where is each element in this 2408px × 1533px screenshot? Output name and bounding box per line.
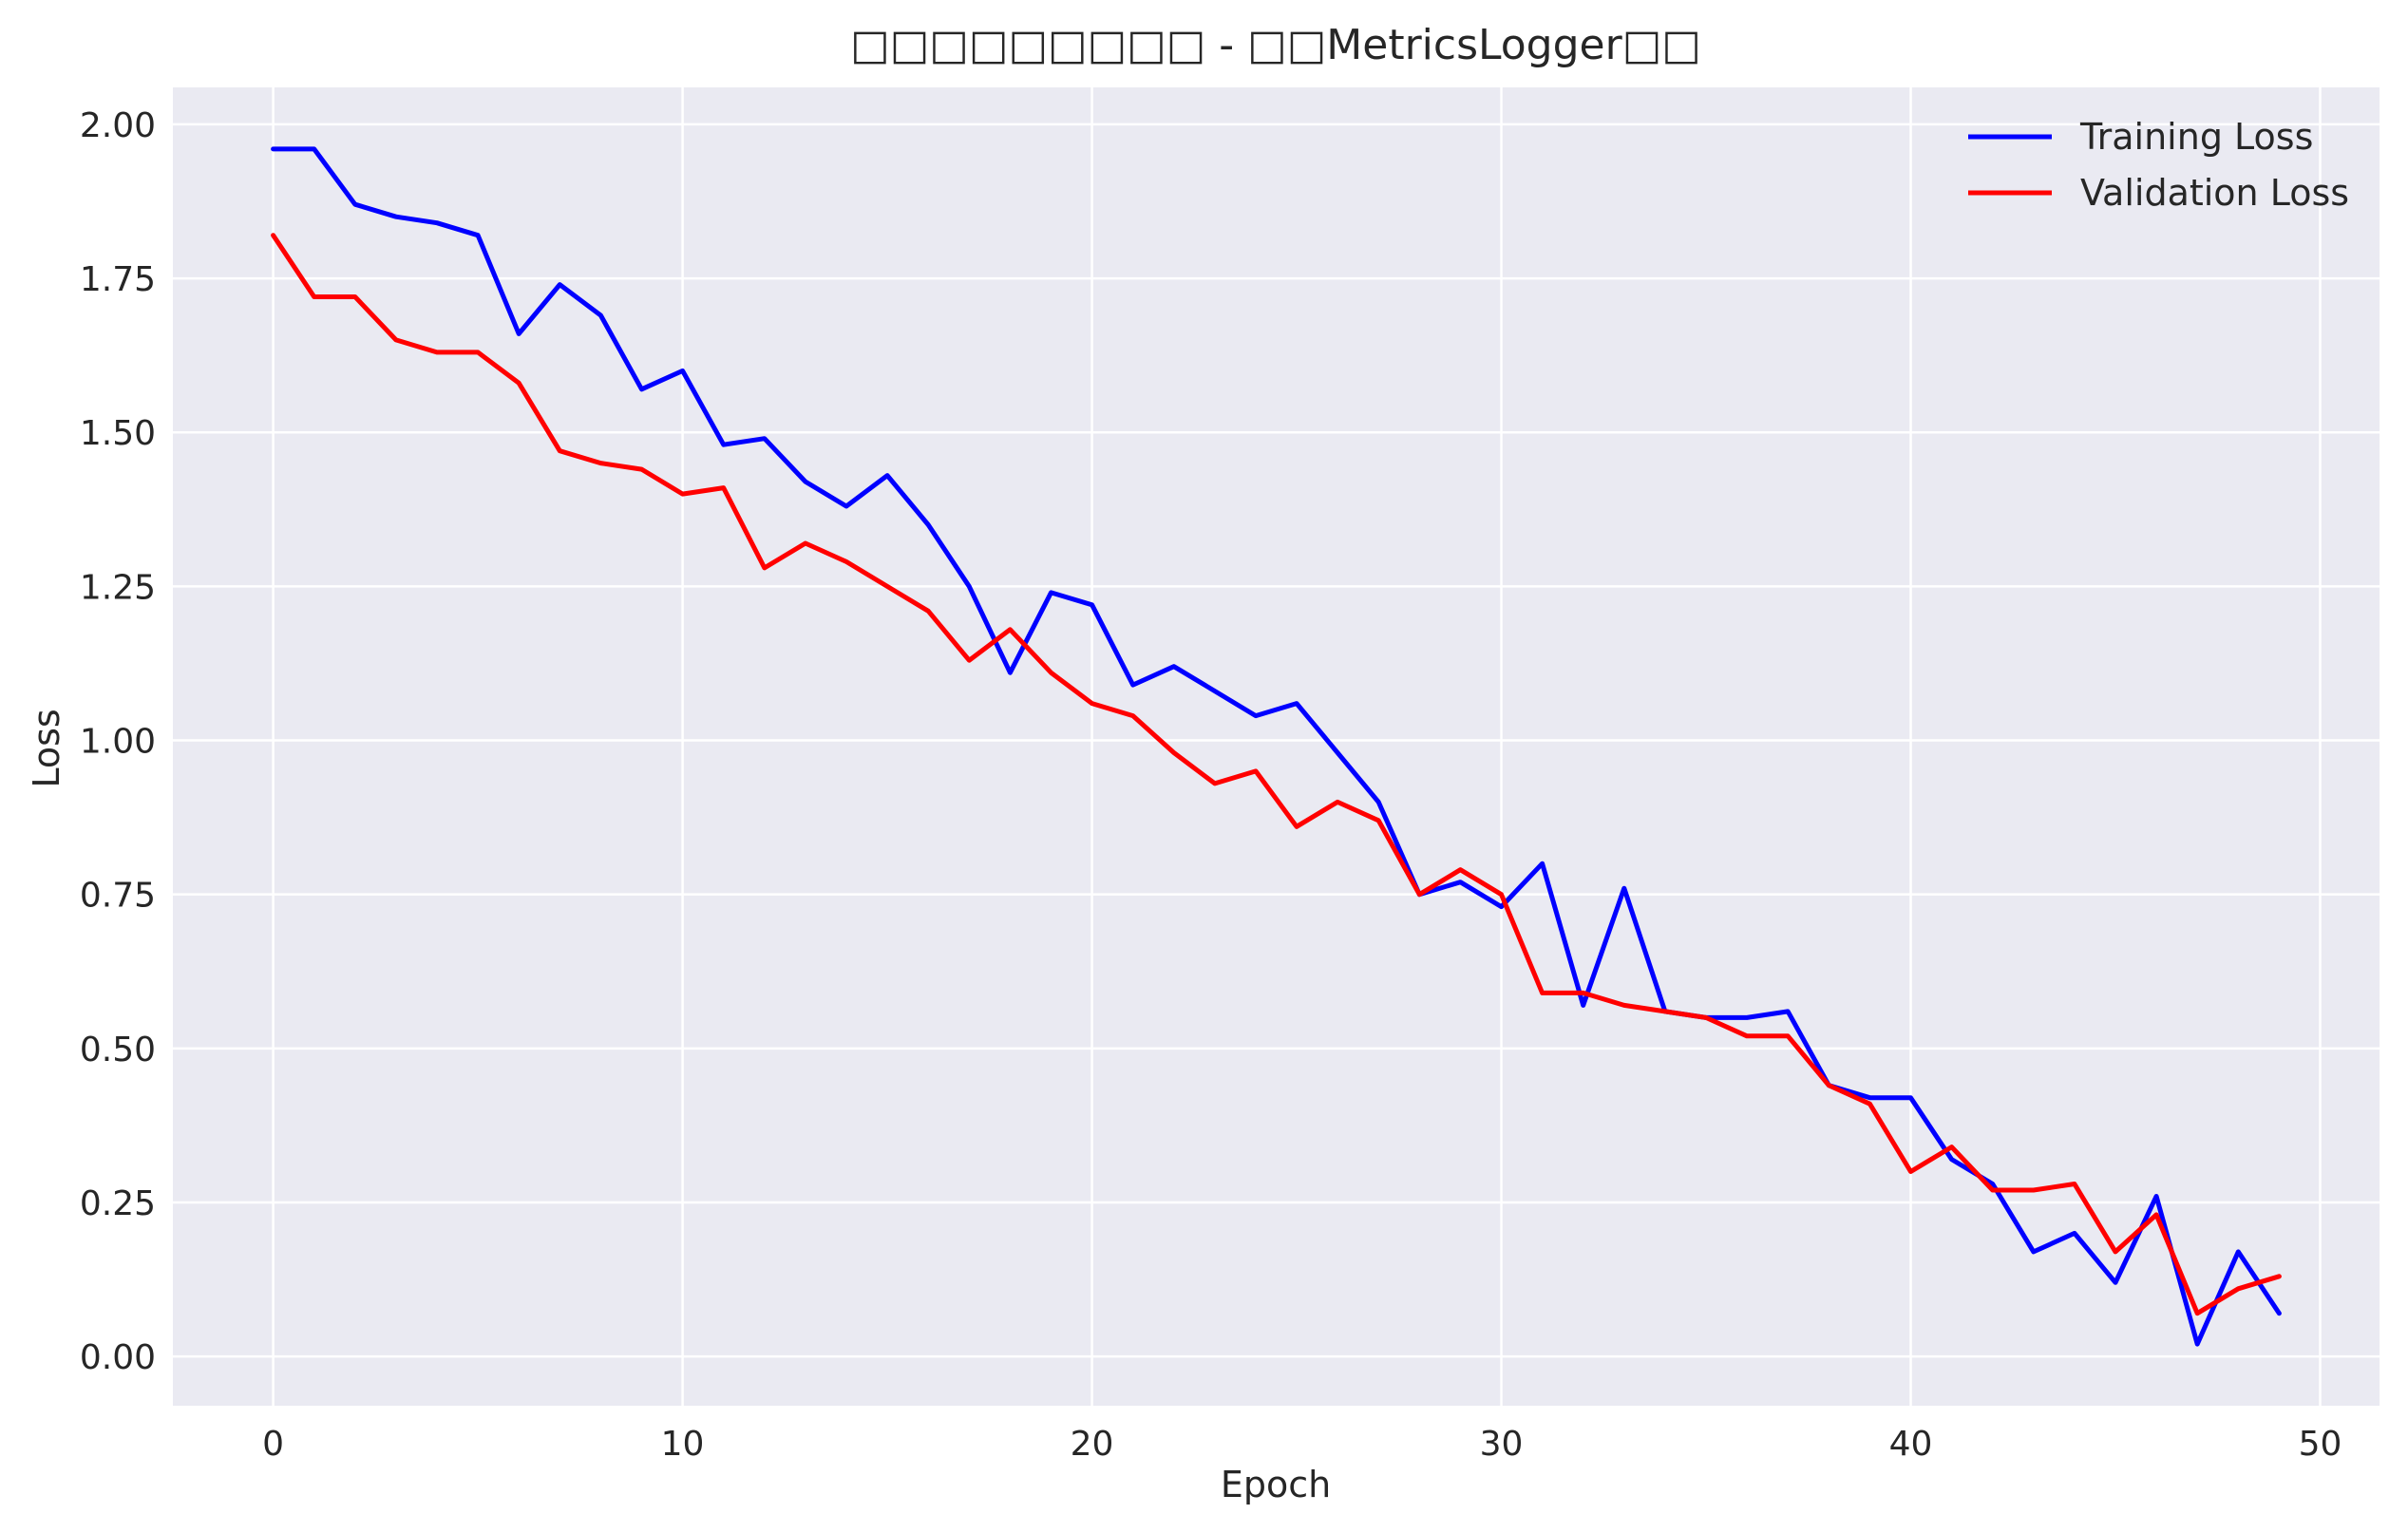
x-tick-label: 40 bbox=[1889, 1425, 1933, 1464]
x-tick-label: 10 bbox=[661, 1425, 705, 1464]
legend-label-training: Training Loss bbox=[2079, 116, 2313, 158]
y-tick-label: 2.00 bbox=[80, 106, 156, 145]
x-axis-label: Epoch bbox=[1221, 1464, 1331, 1505]
y-tick-label: 0.50 bbox=[80, 1031, 156, 1069]
legend-entry-training: Training Loss bbox=[1968, 116, 2313, 158]
chart-title: □□□□□□□□□ - □□MetricsLogger□□ bbox=[850, 21, 1701, 69]
plot-area bbox=[173, 87, 2380, 1406]
x-tick-label: 20 bbox=[1071, 1425, 1114, 1464]
y-tick-label: 0.75 bbox=[80, 877, 156, 916]
series-line-validation-loss bbox=[271, 233, 2282, 1316]
y-tick-label: 0.00 bbox=[80, 1338, 156, 1377]
y-tick-label: 1.25 bbox=[80, 568, 156, 607]
x-tick-label: 30 bbox=[1480, 1425, 1524, 1464]
y-tick-label: 1.50 bbox=[80, 414, 156, 453]
y-tick-label: 1.00 bbox=[80, 723, 156, 762]
y-tick-label: 1.75 bbox=[80, 260, 156, 299]
legend-label-validation: Validation Loss bbox=[2080, 172, 2349, 214]
legend-entry-validation: Validation Loss bbox=[1968, 172, 2349, 214]
tick-labels: 0 10 20 30 40 50 0.00 0.25 0.50 0.75 1.00 1.25 1.50 1… bbox=[80, 106, 2342, 1464]
legend: Training Loss Validation Loss bbox=[1968, 116, 2349, 214]
y-axis-label: Loss bbox=[26, 709, 67, 787]
gridlines bbox=[173, 87, 2380, 1406]
x-tick-label: 50 bbox=[2299, 1425, 2342, 1464]
y-tick-label: 0.25 bbox=[80, 1184, 156, 1223]
series-lines bbox=[271, 146, 2282, 1347]
x-tick-label: 0 bbox=[262, 1425, 284, 1464]
